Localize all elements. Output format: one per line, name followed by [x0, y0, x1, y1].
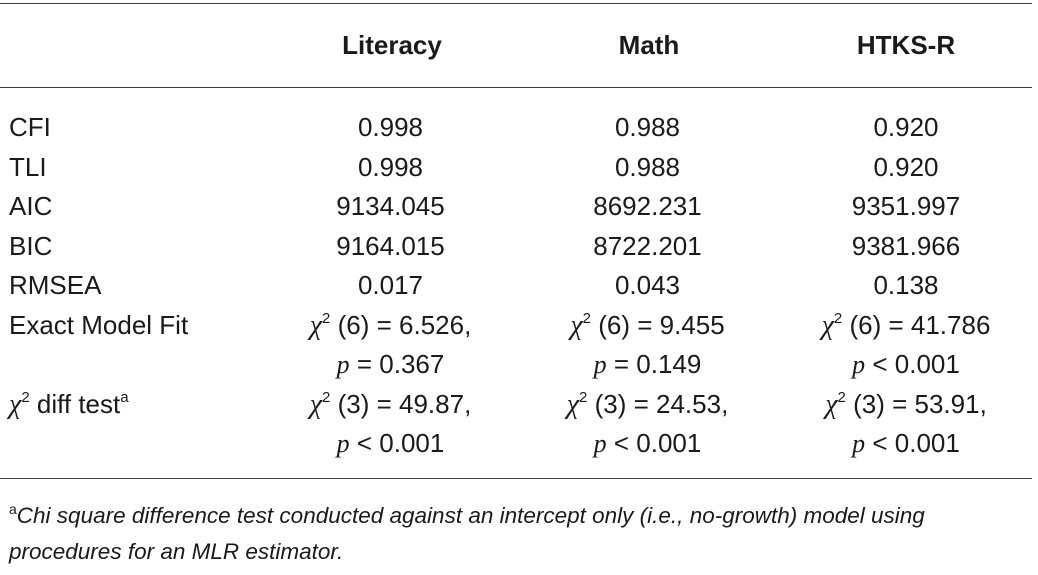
cell-math: 0.043	[614, 270, 681, 300]
header-math: Math	[618, 30, 680, 60]
table-row-bic: BIC 9164.015 8722.201 9381.966	[0, 227, 1038, 267]
p-symbol: p	[593, 350, 607, 379]
superscript-two: 2	[322, 388, 331, 406]
p-value: = 0.367	[349, 349, 445, 379]
p-symbol: p	[336, 350, 350, 379]
cell-htks-r: 0.920	[873, 112, 939, 142]
chi-stat: (3) = 24.53,	[587, 388, 729, 419]
cell-htks-r: χ2 (3) = 53.91, p < 0.001	[776, 385, 1036, 464]
superscript-two: 2	[579, 388, 588, 406]
bottom-rule	[0, 478, 1032, 479]
cell-literacy: 0.998	[357, 112, 424, 142]
cell-htks-r: 9351.997	[851, 191, 961, 221]
chi-stat: (3) = 49.87,	[330, 388, 472, 419]
table-row-tli: TLI 0.998 0.988 0.920	[0, 148, 1038, 188]
chi-stat: (3) = 53.91,	[845, 388, 987, 419]
cell-line: p = 0.149	[519, 345, 776, 385]
cell-line: χ2 (3) = 53.91,	[776, 385, 1036, 425]
chi-symbol: χ	[825, 388, 838, 420]
cell-htks-r: χ2 (6) = 41.786 p < 0.001	[776, 306, 1036, 385]
row-label: BIC	[9, 230, 53, 261]
cell-line: p < 0.001	[262, 424, 519, 464]
footnote-text: Chi square difference test conducted aga…	[9, 503, 925, 564]
cell-math: 8692.231	[593, 191, 702, 221]
chi-symbol: χ	[566, 388, 580, 420]
cell-math: 8722.201	[593, 230, 702, 261]
cell-literacy: 0.998	[357, 151, 424, 182]
cell-literacy: 0.017	[357, 270, 424, 300]
chi-symbol: χ	[309, 388, 323, 420]
footnote-marker: a	[9, 501, 17, 517]
superscript-two: 2	[582, 309, 591, 327]
cell-htks-r: 0.138	[873, 270, 939, 300]
cell-line: χ2 (6) = 9.455	[519, 306, 776, 346]
chi-symbol: χ	[570, 309, 583, 341]
cell-line: p = 0.367	[262, 345, 519, 385]
chi-symbol: χ	[821, 309, 834, 341]
p-value: = 0.149	[606, 349, 702, 379]
cell-line: p < 0.001	[776, 424, 1036, 464]
header-literacy: Literacy	[342, 30, 442, 60]
row-label: Exact Model Fit	[9, 309, 189, 340]
cell-literacy: 9164.015	[336, 230, 445, 261]
header-rule	[0, 87, 1032, 88]
chi-symbol: χ	[9, 388, 22, 420]
table-row-aic: AIC 9134.045 8692.231 9351.997	[0, 187, 1038, 227]
p-symbol: p	[852, 429, 866, 458]
top-rule	[0, 3, 1032, 4]
chi-stat: (6) = 41.786	[842, 309, 991, 340]
superscript-two: 2	[322, 309, 331, 327]
cell-literacy: χ2 (3) = 49.87, p < 0.001	[262, 385, 519, 464]
cell-htks-r: 9381.966	[851, 230, 961, 261]
cell-literacy: 9134.045	[336, 191, 445, 221]
table-row-rmsea: RMSEA 0.017 0.043 0.138	[0, 266, 1038, 306]
row-label-text: diff test	[29, 388, 121, 419]
p-value: < 0.001	[606, 428, 702, 458]
cell-line: p < 0.001	[519, 424, 776, 464]
superscript-two: 2	[833, 309, 843, 327]
footnote-marker: a	[120, 388, 129, 406]
cell-literacy: χ2 (6) = 6.526, p = 0.367	[262, 306, 519, 385]
cell-math: 0.988	[614, 151, 681, 182]
chi-symbol: χ	[309, 309, 323, 341]
cell-math: 0.988	[614, 112, 681, 142]
row-label: χ2 diff testa	[0, 385, 262, 425]
cell-line: χ2 (3) = 24.53,	[519, 385, 776, 425]
superscript-two: 2	[21, 388, 30, 406]
cell-line: χ2 (3) = 49.87,	[262, 385, 519, 425]
table-row-chi-diff-test: χ2 diff testa χ2 (3) = 49.87, p < 0.001 …	[0, 385, 1038, 464]
p-value: < 0.001	[865, 428, 960, 458]
header-htks-r: HTKS-R	[856, 30, 956, 60]
row-label: TLI	[9, 151, 47, 182]
p-symbol: p	[593, 429, 607, 458]
chi-stat: (6) = 6.526,	[330, 309, 472, 340]
table-row-cfi: CFI 0.998 0.988 0.920	[0, 108, 1038, 148]
p-symbol: p	[852, 350, 866, 379]
row-label: AIC	[9, 191, 53, 221]
table-row-exact-model-fit: Exact Model Fit χ2 (6) = 6.526, p = 0.36…	[0, 306, 1038, 385]
cell-htks-r: 0.920	[873, 151, 939, 182]
table-footnote: aChi square difference test conducted ag…	[9, 498, 1029, 570]
superscript-two: 2	[837, 388, 846, 406]
cell-math: χ2 (3) = 24.53, p < 0.001	[519, 385, 776, 464]
cell-math: χ2 (6) = 9.455 p = 0.149	[519, 306, 776, 385]
table-body: CFI 0.998 0.988 0.920 TLI 0.998 0.988 0.…	[0, 108, 1038, 464]
p-symbol: p	[336, 429, 350, 458]
chi-stat: (6) = 9.455	[590, 309, 725, 340]
row-label: RMSEA	[9, 270, 102, 300]
p-value: < 0.001	[865, 349, 960, 379]
row-label: CFI	[9, 112, 51, 142]
p-value: < 0.001	[349, 428, 445, 458]
cell-line: p < 0.001	[776, 345, 1036, 385]
cell-line: χ2 (6) = 41.786	[776, 306, 1036, 346]
cell-line: χ2 (6) = 6.526,	[262, 306, 519, 346]
